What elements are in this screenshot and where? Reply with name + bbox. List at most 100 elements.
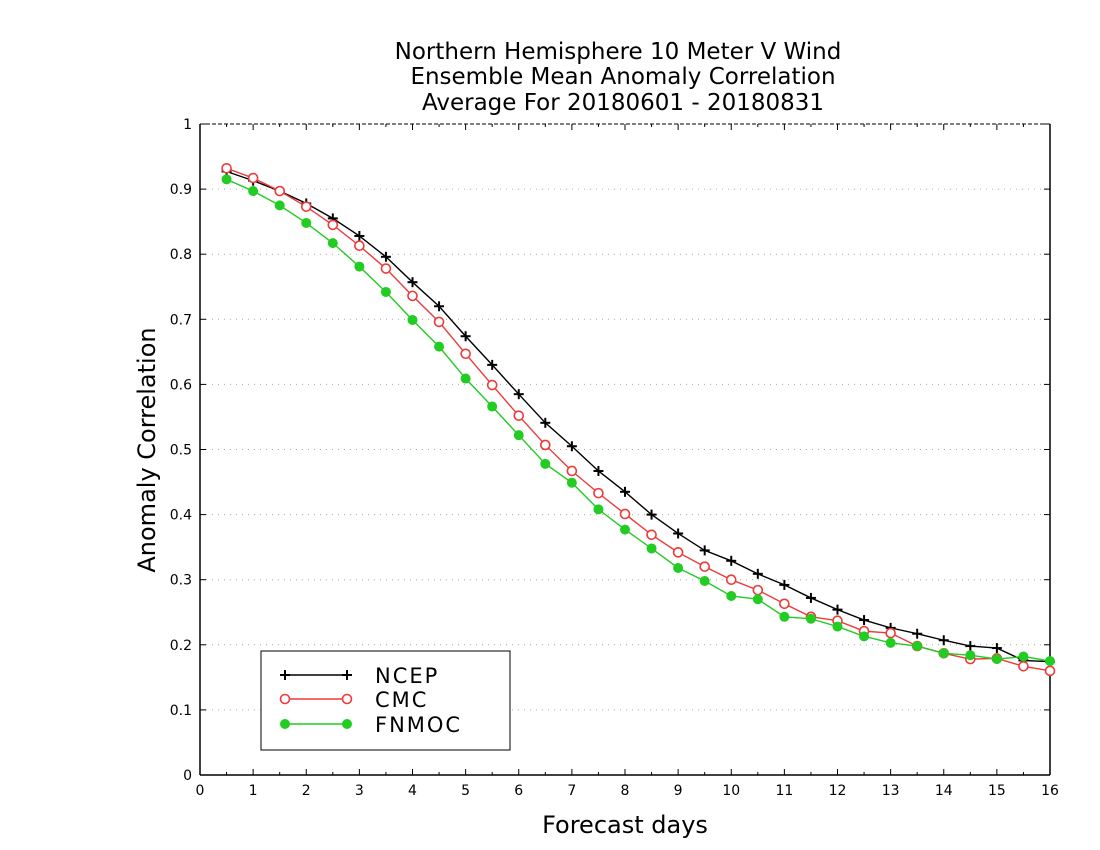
- data-point-cmc-6: [380, 263, 392, 274]
- data-point-fnmoc-16: [646, 543, 657, 554]
- x-tick-label-10: 10: [722, 783, 740, 799]
- data-point-ncep-8: [434, 301, 445, 312]
- data-point-fnmoc-7: [407, 314, 418, 325]
- data-point-ncep-5: [354, 230, 365, 241]
- y-tick-label-1: 0.1: [170, 703, 192, 719]
- data-point-cmc-11: [513, 410, 525, 421]
- data-point-cmc-17: [672, 547, 684, 558]
- data-point-cmc-15: [619, 508, 631, 520]
- data-point-cmc-2: [274, 185, 285, 197]
- data-point-ncep-18: [699, 545, 710, 556]
- x-tick-label-13: 13: [882, 783, 900, 799]
- grid: [200, 188, 1050, 711]
- y-tick-label-3: 0.3: [170, 573, 192, 589]
- data-point-fnmoc-22: [805, 613, 816, 624]
- y-axis-ticks: 0 0.1 0.2 0.3 0.4 0.5 0.6 0.7 0.8 0.9 1: [170, 117, 1050, 784]
- legend-marker-end-fnmoc: [342, 719, 352, 729]
- chart-title-line-2: Ensemble Mean Anomaly Correlation: [410, 64, 835, 90]
- data-point-cmc-1: [247, 172, 259, 184]
- data-point-ncep-14: [593, 465, 604, 476]
- legend-marker-start-ncep: [280, 670, 290, 680]
- data-point-fnmoc-3: [301, 217, 312, 228]
- series-cmc: [221, 162, 1056, 677]
- data-point-fnmoc-27: [938, 648, 949, 659]
- data-point-fnmoc-9: [460, 373, 471, 384]
- data-point-fnmoc-31: [1045, 656, 1055, 667]
- data-point-fnmoc-12: [540, 458, 551, 469]
- data-point-fnmoc-1: [248, 186, 259, 197]
- data-point-cmc-31: [1044, 665, 1056, 677]
- data-point-fnmoc-23: [832, 621, 843, 632]
- data-point-fnmoc-18: [699, 576, 710, 587]
- legend-marker-start-cmc: [279, 693, 291, 705]
- data-point-fnmoc-24: [859, 631, 870, 642]
- data-point-ncep-13: [566, 441, 577, 452]
- legend-label-ncep: NCEP: [375, 664, 439, 688]
- data-point-fnmoc-29: [991, 654, 1002, 665]
- x-tick-label-15: 15: [988, 783, 1006, 799]
- legend-marker-end-cmc: [341, 693, 353, 705]
- series-line-ncep: [226, 170, 1051, 663]
- data-point-cmc-4: [327, 219, 339, 231]
- data-point-ncep-9: [460, 331, 471, 342]
- y-tick-label-0: 0: [183, 768, 192, 784]
- series-line-fnmoc: [226, 178, 1051, 662]
- x-tick-label-9: 9: [674, 783, 683, 799]
- x-tick-label-1: 1: [249, 783, 258, 799]
- data-point-fnmoc-5: [354, 261, 365, 272]
- data-point-cmc-3: [300, 201, 312, 212]
- y-axis-label: Anomaly Correlation: [133, 327, 161, 572]
- data-point-fnmoc-4: [327, 238, 338, 249]
- y-tick-label-7: 0.7: [170, 312, 192, 328]
- x-tick-label-8: 8: [621, 783, 630, 799]
- data-point-cmc-10: [486, 379, 498, 391]
- data-point-ncep-22: [805, 592, 816, 603]
- chart-title-line-1: Northern Hemisphere 10 Meter V Wind: [395, 39, 842, 65]
- data-point-fnmoc-13: [566, 477, 577, 488]
- data-point-fnmoc-19: [726, 590, 737, 601]
- data-point-fnmoc-8: [434, 341, 445, 352]
- data-point-cmc-14: [593, 487, 604, 499]
- data-point-cmc-16: [646, 529, 657, 541]
- y-tick-label-4: 0.4: [170, 508, 192, 524]
- data-point-ncep-20: [752, 568, 763, 579]
- data-point-ncep-16: [646, 509, 657, 520]
- x-tick-label-14: 14: [935, 783, 953, 799]
- data-point-fnmoc-28: [965, 650, 976, 661]
- data-point-ncep-12: [540, 417, 551, 428]
- data-point-ncep-15: [620, 486, 630, 497]
- data-point-fnmoc-30: [1018, 651, 1029, 662]
- y-tick-label-8: 0.8: [170, 247, 192, 263]
- x-axis-label: Forecast days: [542, 811, 708, 839]
- data-point-fnmoc-20: [752, 594, 763, 605]
- data-point-fnmoc-14: [593, 504, 604, 515]
- data-point-ncep-27: [938, 635, 949, 646]
- data-point-fnmoc-15: [620, 524, 630, 535]
- data-point-ncep-26: [912, 628, 923, 639]
- y-tick-label-6: 0.6: [170, 377, 192, 393]
- data-point-cmc-0: [221, 162, 232, 174]
- data-point-cmc-21: [779, 598, 790, 610]
- x-tick-label-4: 4: [408, 783, 417, 799]
- data-point-cmc-8: [433, 316, 445, 328]
- data-point-ncep-7: [407, 277, 418, 288]
- data-point-fnmoc-0: [221, 174, 232, 185]
- data-point-fnmoc-10: [487, 401, 498, 412]
- data-point-ncep-6: [380, 251, 391, 262]
- x-axis-ticks: 0 1 2 3 4 5 6 7 8 9 10 11 12 13 14 15 16: [196, 124, 1059, 799]
- data-point-fnmoc-17: [673, 562, 684, 573]
- data-point-ncep-17: [673, 528, 684, 539]
- data-point-ncep-21: [779, 579, 790, 590]
- data-point-ncep-28: [965, 641, 976, 652]
- x-tick-label-7: 7: [567, 783, 576, 799]
- data-point-ncep-10: [487, 359, 498, 370]
- y-tick-label-5: 0.5: [170, 443, 192, 459]
- series-layer: [221, 162, 1056, 677]
- legend-marker-start-fnmoc: [280, 719, 290, 729]
- x-tick-label-3: 3: [355, 783, 364, 799]
- chart-title: Northern Hemisphere 10 Meter V Wind Ense…: [395, 39, 842, 116]
- data-point-ncep-19: [726, 555, 737, 566]
- y-tick-label-10: 1: [183, 117, 192, 133]
